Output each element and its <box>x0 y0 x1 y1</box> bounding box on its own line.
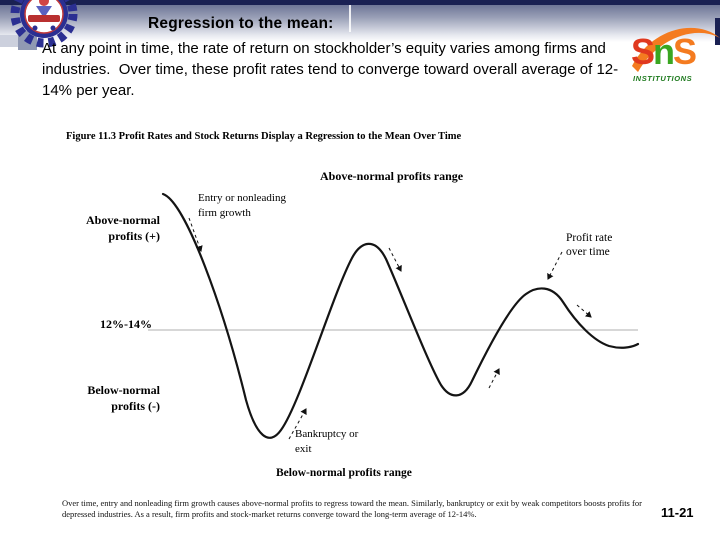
header-divider-line <box>349 5 351 32</box>
sns-subtext: INSTITUTIONS <box>633 74 693 83</box>
profit-rate-line2: over time <box>566 246 610 258</box>
gear-emblem-icon <box>10 0 78 48</box>
bankruptcy-label: Bankruptcy or exit <box>295 427 358 457</box>
recovery-flow-arrow <box>488 368 500 389</box>
below-normal-range-label: Below-normal profits range <box>276 467 412 479</box>
sns-letter-n: n <box>653 31 675 72</box>
figure-title: Figure 11.3 Profit Rates and Stock Retur… <box>66 131 462 142</box>
entry-growth-line1: Entry or nonleading <box>198 192 286 204</box>
entry-growth-line2: firm growth <box>198 207 251 219</box>
top-navy-strip <box>0 0 720 5</box>
above-normal-range-label: Above-normal profits range <box>320 169 464 183</box>
decline-flow-arrow <box>388 247 402 272</box>
above-normal-line1: Above-normal <box>86 213 160 227</box>
slide-page-number: 11-21 <box>661 505 694 520</box>
above-normal-line2: profits (+) <box>108 229 160 243</box>
intro-paragraph: At any point in time, the rate of return… <box>42 40 619 99</box>
convergence-flow-arrow <box>576 304 592 318</box>
header-gradient-bar <box>0 5 720 42</box>
orange-swoosh-icon <box>632 27 720 72</box>
sns-letter-s2: S <box>673 31 697 72</box>
college-emblem-logo <box>8 0 78 48</box>
bankruptcy-line2: exit <box>295 443 312 455</box>
below-normal-line1: Below-normal <box>87 383 160 397</box>
entry-growth-label: Entry or nonleading firm growth <box>198 191 286 221</box>
slide-title: Regression to the mean: <box>148 15 334 32</box>
profit-rate-line1: Profit rate <box>566 232 613 244</box>
mean-level-label: 12%-14% <box>100 317 152 331</box>
below-normal-axis-label: Below-normal profits (-) <box>10 382 160 414</box>
below-normal-line2: profits (-) <box>111 399 160 413</box>
sns-institutions-logo: SnS INSTITUTIONS <box>630 22 720 94</box>
profit-rate-label: Profit rate over time <box>566 231 612 259</box>
sns-wordmark: SnS <box>631 31 697 72</box>
figure-caption: Over time, entry and nonleading firm gro… <box>62 498 642 519</box>
sns-letter-s1: S <box>631 31 655 72</box>
right-edge-accent <box>715 18 720 45</box>
decor-square-light <box>0 35 20 47</box>
bankruptcy-line1: Bankruptcy or <box>295 428 359 440</box>
entry-flow-arrow <box>188 217 203 252</box>
profit-rate-pointer-arrow <box>547 251 563 280</box>
above-normal-axis-label: Above-normal profits (+) <box>10 212 160 244</box>
